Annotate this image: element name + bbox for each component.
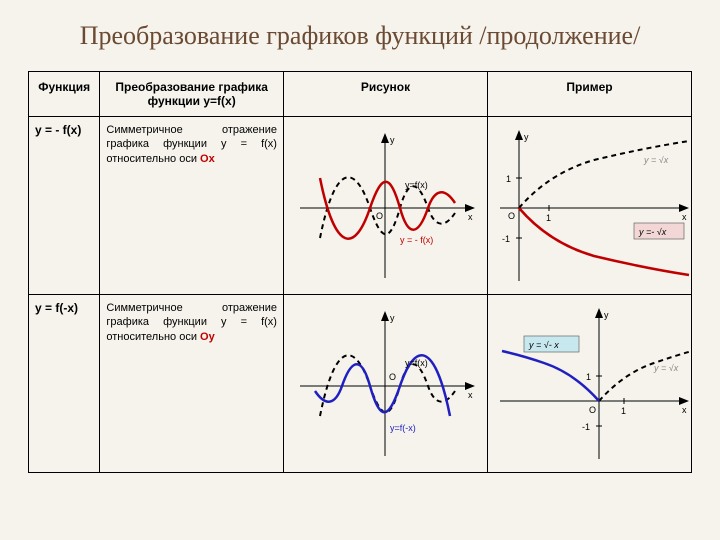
tick-y1: 1 bbox=[586, 372, 591, 382]
axis-name: Oy bbox=[200, 331, 215, 343]
x-axis-label: x bbox=[468, 212, 473, 222]
header-transform: Преобразование графика функции y=f(x) bbox=[100, 71, 284, 116]
trans-sqrt-label: y = √- x bbox=[528, 340, 559, 350]
table-header-row: Функция Преобразование графика функции y… bbox=[29, 71, 692, 116]
y-axis-label: y bbox=[604, 310, 609, 320]
x-axis-label: x bbox=[468, 390, 473, 400]
tick-x1: 1 bbox=[621, 406, 626, 416]
header-figure: Рисунок bbox=[283, 71, 487, 116]
example-cell: y x O 1 1 -1 y = √x bbox=[487, 294, 691, 472]
x-axis-label: x bbox=[682, 405, 687, 415]
func-cell: y = f(-x) bbox=[29, 294, 100, 472]
trans-curve-label: y = - f(x) bbox=[400, 235, 433, 245]
header-example: Пример bbox=[487, 71, 691, 116]
axis-name: Ox bbox=[200, 153, 215, 165]
trans-curve-label: y=f(-x) bbox=[390, 423, 416, 433]
func-cell: y = - f(x) bbox=[29, 116, 100, 294]
tick-y1: 1 bbox=[506, 174, 511, 184]
orig-sqrt-label: y = √x bbox=[643, 155, 669, 165]
origin-label: O bbox=[389, 372, 396, 382]
figure-cell: y x O y=f(x) y = - f(x) bbox=[283, 116, 487, 294]
trans-sqrt bbox=[519, 208, 689, 275]
orig-curve-label: y=f(x) bbox=[405, 358, 428, 368]
desc-text: Симметричное отражение графика функции y… bbox=[106, 124, 277, 166]
example-plot-1: y x O 1 1 -1 y = √x bbox=[494, 123, 694, 288]
example-plot-2: y x O 1 1 -1 y = √x bbox=[494, 301, 694, 466]
x-axis-label: x bbox=[682, 212, 687, 222]
origin-label: O bbox=[589, 405, 596, 415]
desc-cell: Симметричное отражение графика функции y… bbox=[100, 294, 284, 472]
trans-sqrt bbox=[502, 351, 599, 401]
example-cell: y x O 1 1 -1 y = √x bbox=[487, 116, 691, 294]
slide-title: Преобразование графиков функций /продолж… bbox=[28, 20, 692, 53]
origin-label: O bbox=[508, 211, 515, 221]
trans-sqrt-label: y =- √x bbox=[638, 227, 667, 237]
table-row: y = f(-x) Симметричное отражение графика… bbox=[29, 294, 692, 472]
desc-cell: Симметричное отражение графика функции y… bbox=[100, 116, 284, 294]
figure-plot-1: y x O y=f(x) y = - f(x) bbox=[290, 123, 480, 288]
figure-plot-2: y x O y=f(x) y=f(-x) bbox=[290, 301, 480, 466]
slide: Преобразование графиков функций /продолж… bbox=[0, 0, 720, 540]
table-row: y = - f(x) Симметричное отражение график… bbox=[29, 116, 692, 294]
orig-sqrt bbox=[599, 351, 692, 401]
desc-text: Симметричное отражение графика функции y… bbox=[106, 302, 277, 344]
orig-sqrt bbox=[519, 141, 689, 208]
transform-table: Функция Преобразование графика функции y… bbox=[28, 71, 692, 473]
tick-yneg1: -1 bbox=[502, 234, 510, 244]
y-axis-label: y bbox=[390, 313, 395, 323]
header-func: Функция bbox=[29, 71, 100, 116]
orig-sqrt-label: y = √x bbox=[653, 363, 679, 373]
tick-x1: 1 bbox=[546, 213, 551, 223]
origin-label: O bbox=[376, 211, 383, 221]
tick-yneg1: -1 bbox=[582, 422, 590, 432]
figure-cell: y x O y=f(x) y=f(-x) bbox=[283, 294, 487, 472]
orig-curve-label: y=f(x) bbox=[405, 180, 428, 190]
y-axis-label: y bbox=[390, 135, 395, 145]
y-axis-label: y bbox=[524, 132, 529, 142]
